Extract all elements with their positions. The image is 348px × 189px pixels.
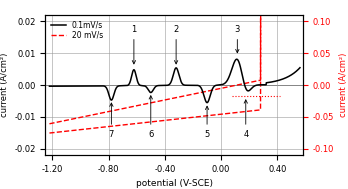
Y-axis label: current (A/cm²): current (A/cm²) <box>0 53 9 117</box>
Text: 2: 2 <box>174 25 179 64</box>
Text: 1: 1 <box>131 25 136 64</box>
Text: 5: 5 <box>204 106 210 139</box>
X-axis label: potential (V-SCE): potential (V-SCE) <box>135 179 213 188</box>
Text: 4: 4 <box>243 100 248 139</box>
Y-axis label: current (A/cm²): current (A/cm²) <box>339 53 348 117</box>
Text: 3: 3 <box>235 25 240 53</box>
Legend: 0.1mV/s, 20 mV/s: 0.1mV/s, 20 mV/s <box>49 19 105 42</box>
Text: 6: 6 <box>148 96 153 139</box>
Text: 7: 7 <box>109 103 114 139</box>
